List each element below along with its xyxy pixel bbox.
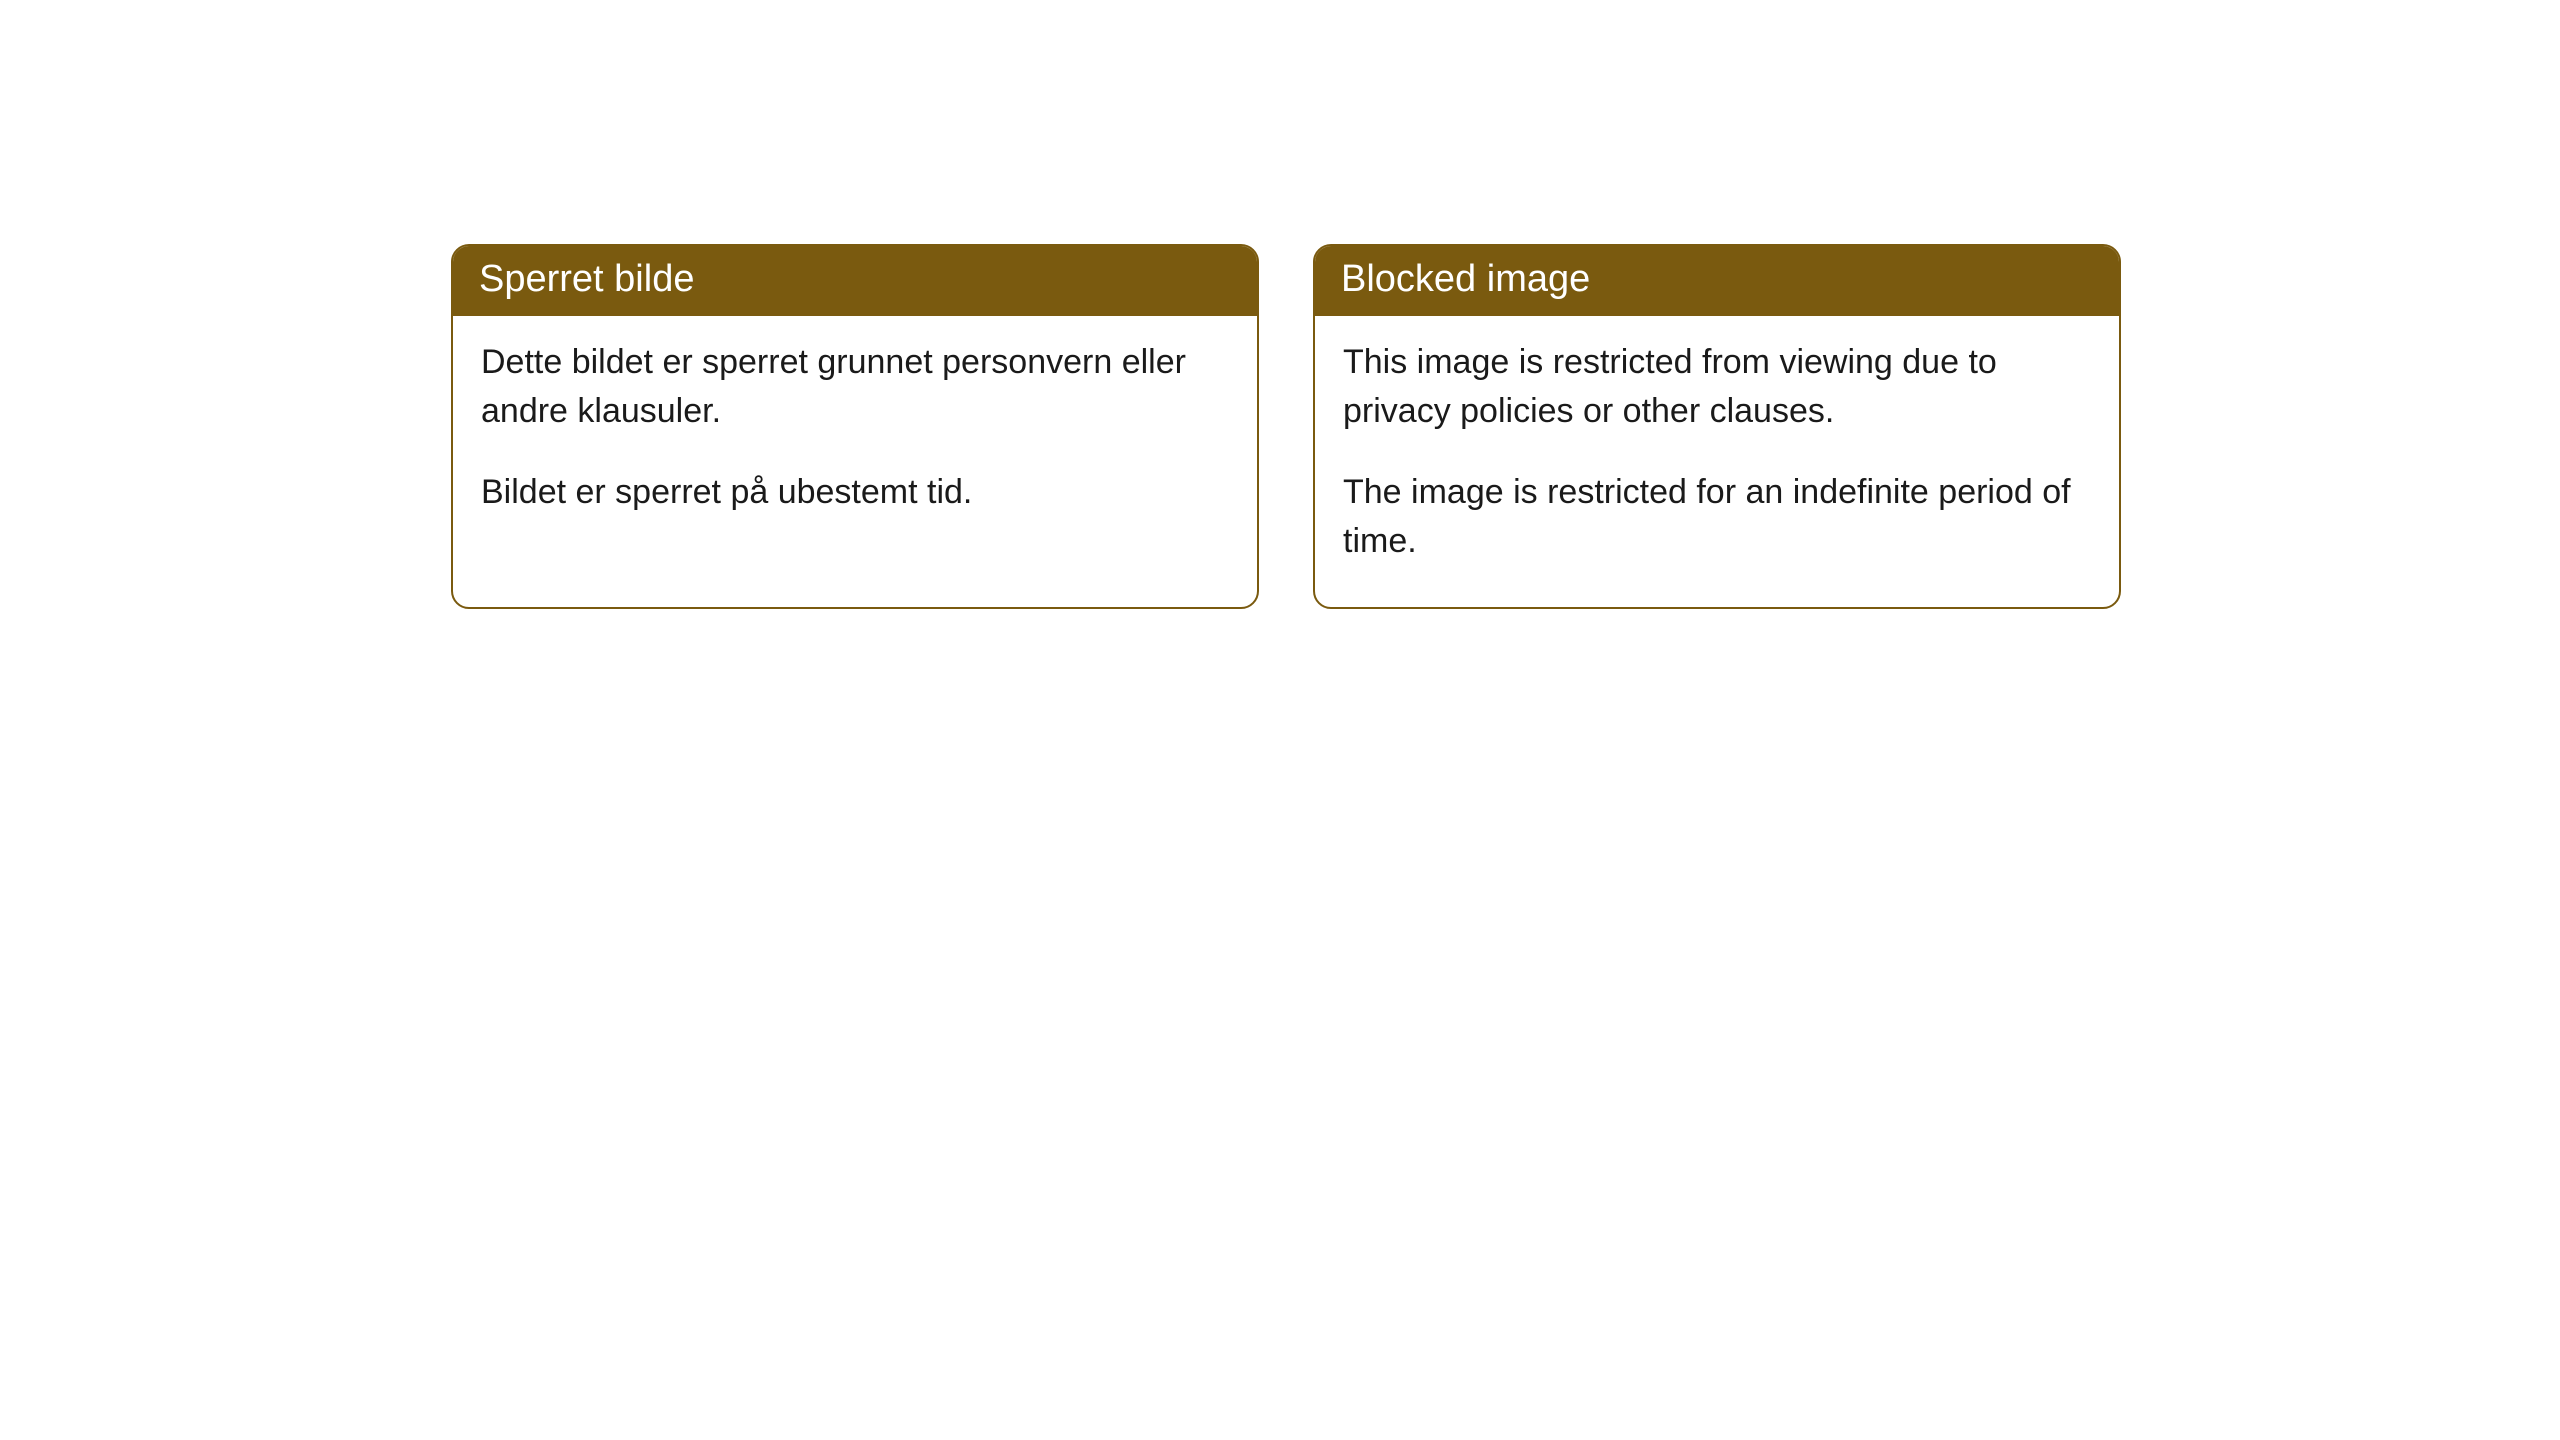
card-header-norwegian: Sperret bilde <box>453 246 1257 316</box>
card-english: Blocked image This image is restricted f… <box>1313 244 2121 609</box>
card-paragraph-2-english: The image is restricted for an indefinit… <box>1343 468 2091 567</box>
card-paragraph-1-english: This image is restricted from viewing du… <box>1343 338 2091 437</box>
card-norwegian: Sperret bilde Dette bildet er sperret gr… <box>451 244 1259 609</box>
card-header-english: Blocked image <box>1315 246 2119 316</box>
card-body-english: This image is restricted from viewing du… <box>1315 316 2119 607</box>
card-paragraph-1-norwegian: Dette bildet er sperret grunnet personve… <box>481 338 1229 437</box>
card-body-norwegian: Dette bildet er sperret grunnet personve… <box>453 316 1257 558</box>
card-paragraph-2-norwegian: Bildet er sperret på ubestemt tid. <box>481 468 1229 517</box>
cards-container: Sperret bilde Dette bildet er sperret gr… <box>451 244 2121 609</box>
